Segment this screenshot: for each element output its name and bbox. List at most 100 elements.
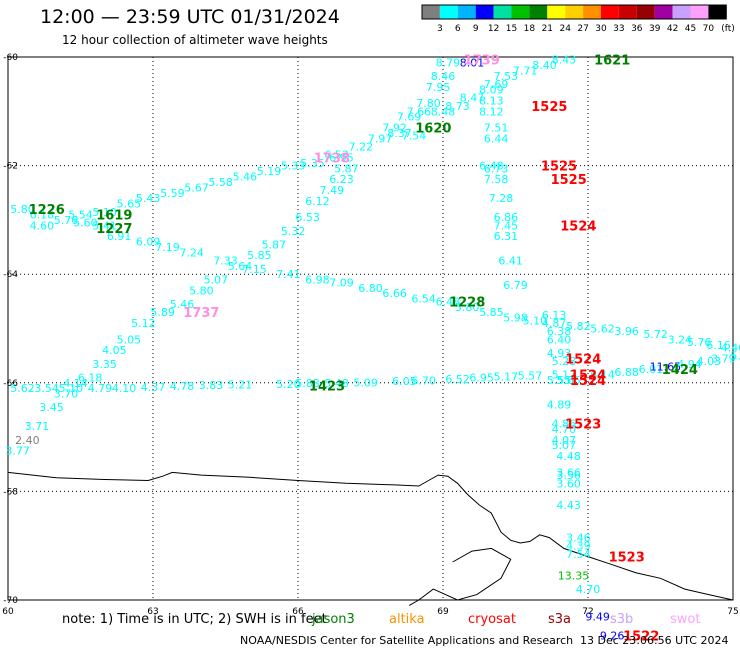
wave-height-label: 6.70	[411, 375, 436, 388]
wave-height-label: 5.67	[184, 181, 209, 194]
pass-time-label: 1524	[570, 374, 606, 389]
wave-height-label: 3.83	[199, 379, 224, 392]
wave-height-label: 7.92	[382, 122, 407, 135]
colorbar-swatch	[654, 5, 673, 19]
source-swot: swot	[670, 612, 701, 627]
wave-height-label: 5.10	[92, 206, 117, 219]
wave-height-label: 3.66	[556, 466, 581, 479]
coastline	[7, 471, 734, 601]
source-s3b: s3b	[610, 612, 634, 627]
wave-height-label: 6.31	[494, 230, 519, 243]
wave-height-label: 7.54	[566, 548, 591, 561]
wave-height-label: 5.82	[566, 320, 591, 333]
wave-height-label: 5.80	[189, 284, 214, 297]
wave-height-label: 5.85	[247, 249, 272, 262]
wave-height-label: 5.09	[353, 376, 378, 389]
colorbar-tick-label: 45	[685, 24, 696, 34]
wave-height-label: 7.41	[276, 268, 301, 281]
wave-height-label: 3.24	[668, 333, 693, 346]
colorbar-swatch	[690, 5, 709, 19]
lat-tick-label: -70	[3, 596, 18, 606]
wave-height-label: 6.05	[392, 375, 417, 388]
lat-tick-label: -66	[3, 379, 18, 389]
wave-height-label: 5.46	[233, 170, 258, 183]
wave-height-label: 6.73	[484, 162, 509, 175]
wave-height-label: 6.53	[295, 211, 320, 224]
pass-time-label: 1228	[449, 295, 485, 310]
wave-height-label: 4.10	[112, 382, 137, 395]
colorbar-tick-label: 9	[473, 24, 479, 34]
wave-height-label: 4.48	[556, 450, 581, 463]
wave-height-label: 5.62	[590, 323, 615, 336]
wave-height-label: 9.26	[600, 629, 625, 642]
wave-height-label: 4.70	[552, 423, 577, 436]
wave-height-label: 8.79	[436, 56, 461, 69]
wave-height-label: 7.28	[489, 192, 514, 205]
wave-height-label: 6.41	[498, 255, 523, 268]
map-frame	[7, 56, 734, 601]
wave-height-label: 7.69	[397, 111, 422, 124]
wave-height-label: 7.66	[407, 105, 432, 118]
colorbar-tick-label: 3	[437, 24, 443, 34]
lon-tick-label: 69	[437, 607, 449, 617]
wave-height-label: 6.40	[547, 333, 572, 346]
wave-height-label: 4.05	[102, 344, 127, 357]
wave-height-label: 7.97	[368, 132, 393, 145]
wave-height-label: 7.09	[329, 276, 354, 289]
wave-height-label: 4.14	[63, 377, 88, 390]
wave-height-label: 7.51	[484, 122, 509, 135]
wave-height-label: 6.44	[484, 132, 509, 145]
lat-tick-label: -62	[3, 162, 18, 172]
colorbar-swatch	[475, 5, 494, 19]
wave-height-label: 5.33	[281, 160, 306, 173]
wave-height-label: 5.72	[643, 328, 668, 341]
wave-height-label: 5.28	[552, 355, 577, 368]
wave-height-label: 5.58	[208, 176, 233, 189]
lon-tick-label: 60	[2, 607, 14, 617]
coastline-inlet	[408, 547, 512, 606]
wave-height-label: 5.65	[556, 374, 581, 387]
wave-height-label: 3.45	[39, 401, 64, 414]
colorbar-tick-label: 6	[455, 24, 461, 34]
wave-height-label: 5.55	[547, 374, 572, 387]
pass-time-label: 1524	[565, 352, 601, 367]
credit-line: NOAA/NESDIS Center for Satellite Applica…	[240, 634, 574, 647]
colorbar-tick-label: 18	[524, 24, 536, 34]
wave-height-label: 6.88	[614, 366, 639, 379]
pass-time-label: 1620	[415, 122, 451, 137]
colorbar-unit-label: (ft)	[721, 24, 735, 34]
wave-height-label: 5.60	[73, 217, 98, 230]
pass-time-label: 1522	[623, 629, 659, 644]
page-title: 12:00 — 23:59 UTC 01/31/2024	[40, 6, 340, 28]
wave-height-label: 7.53	[494, 70, 519, 83]
wave-height-label: 3.77	[5, 445, 30, 458]
pass-time-label: 1523	[609, 551, 645, 566]
wave-height-label: 4.39	[566, 540, 591, 553]
colorbar-tick-label: 42	[667, 24, 678, 34]
wave-height-label: 4.43	[556, 499, 581, 512]
pass-time-label: 1227	[96, 222, 132, 237]
wave-height-label: 5.50	[730, 350, 740, 363]
source-altika: altika	[389, 612, 425, 627]
wave-height-label: 5.10	[523, 314, 548, 327]
wave-height-label: 7.54	[402, 130, 427, 143]
wave-height-label: 6.48	[479, 160, 504, 173]
wave-height-label: 7.71	[513, 65, 538, 78]
wave-height-label: 3.60	[556, 477, 581, 490]
wave-height-label: 8.48	[431, 105, 456, 118]
wave-height-label: 3.46	[566, 532, 591, 545]
colorbar-swatch	[547, 5, 566, 19]
wave-height-label: 6.01	[639, 363, 664, 376]
wave-height-label: 4.79	[88, 382, 113, 395]
wave-height-label: 5.65	[117, 198, 142, 211]
wave-height-label: 6.95	[469, 371, 494, 384]
wave-height-label: 5.20	[276, 378, 301, 391]
wave-height-label: 5.59	[160, 187, 185, 200]
colorbar-tick-label: 24	[559, 24, 571, 34]
wave-height-label: 8.01	[460, 56, 485, 69]
pass-time-label: 1619	[96, 208, 132, 223]
wave-height-label: 4.40	[721, 342, 740, 355]
colorbar-tick-label: 15	[506, 24, 517, 34]
wave-height-label: 4.78	[170, 380, 195, 393]
